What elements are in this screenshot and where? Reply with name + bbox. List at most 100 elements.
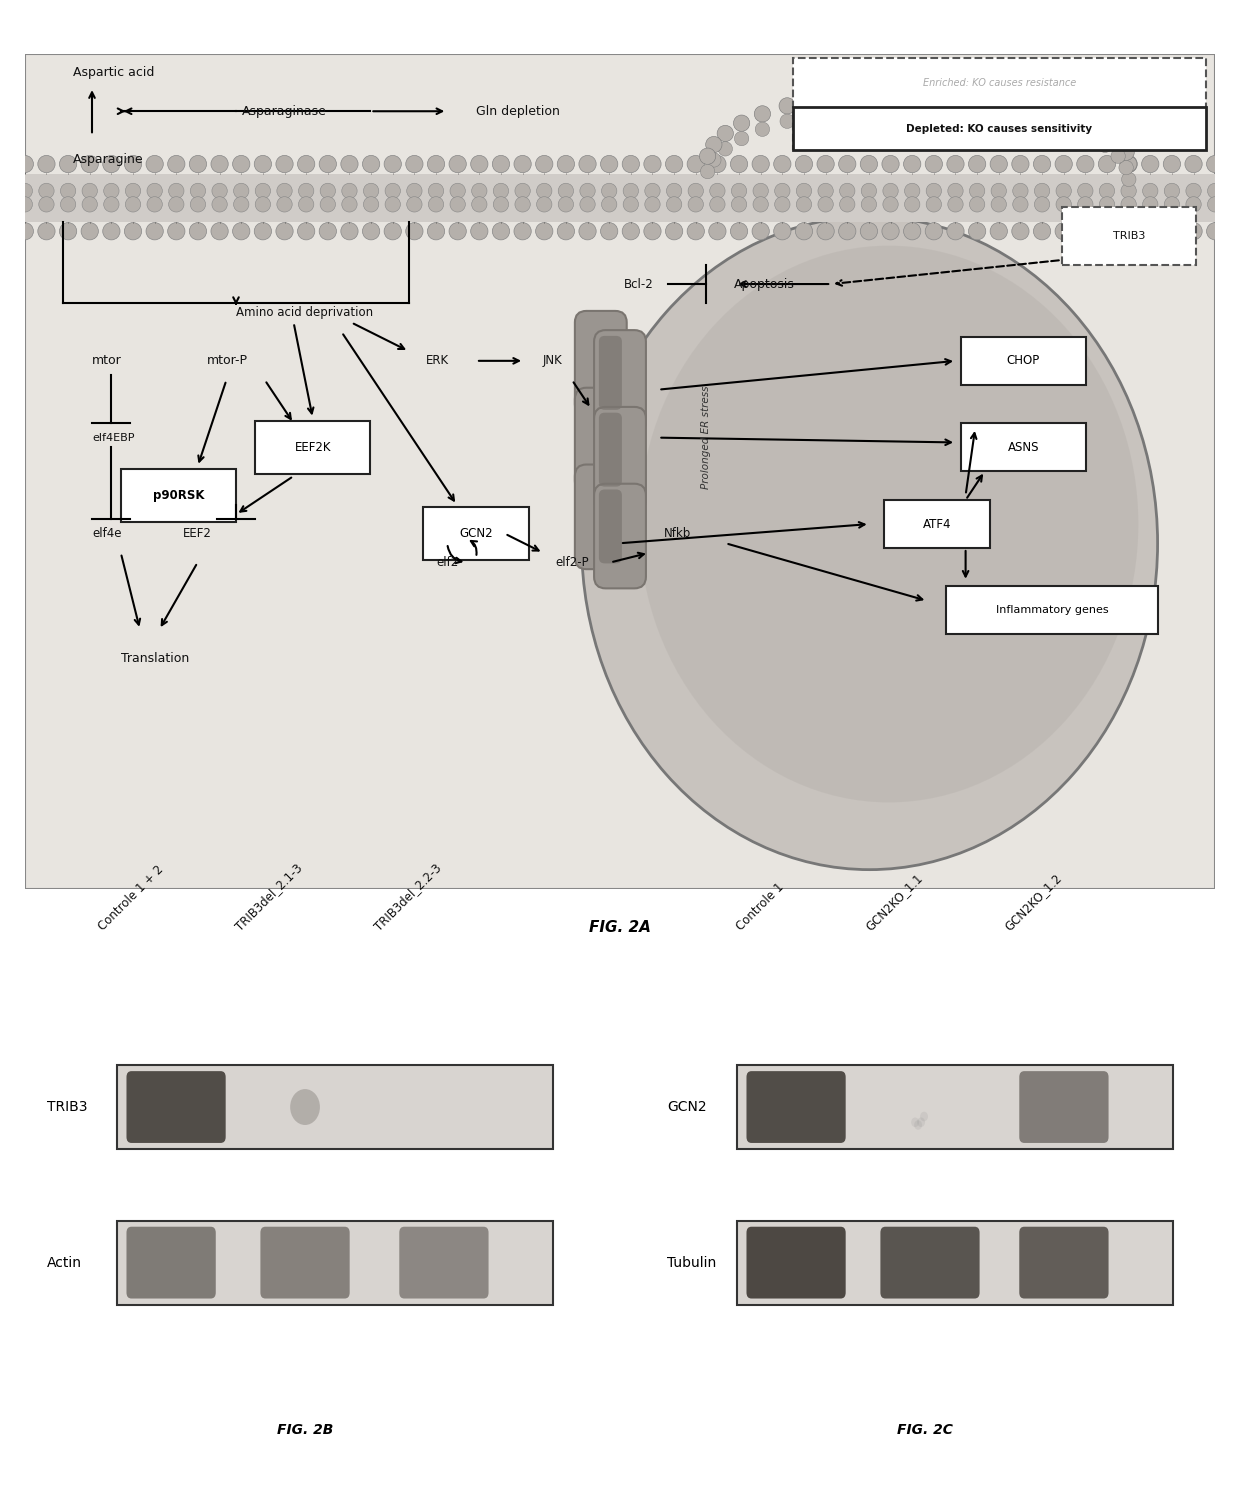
Circle shape [17,183,32,199]
Circle shape [730,223,748,239]
Text: ATF4: ATF4 [923,518,951,531]
Circle shape [991,196,1007,212]
Text: Enriched: KO causes resistance: Enriched: KO causes resistance [923,78,1076,88]
Circle shape [190,156,207,172]
Circle shape [103,223,120,239]
Circle shape [37,223,55,239]
Text: Aspartic acid: Aspartic acid [73,66,154,79]
Circle shape [838,223,856,239]
Circle shape [709,156,727,172]
Text: TRIB3del_2.2-3: TRIB3del_2.2-3 [372,862,444,934]
Text: Amino acid deprivation: Amino acid deprivation [236,307,373,319]
Circle shape [624,196,639,212]
Circle shape [494,183,508,199]
FancyBboxPatch shape [746,1227,846,1299]
Circle shape [450,183,465,199]
Circle shape [709,196,725,212]
Circle shape [17,196,32,212]
Circle shape [862,183,877,199]
Circle shape [125,183,140,199]
Bar [25,174,1215,221]
Circle shape [730,156,748,172]
Circle shape [362,223,379,239]
Circle shape [1207,156,1224,172]
Circle shape [1033,156,1050,172]
Circle shape [37,156,55,172]
Circle shape [1185,196,1202,212]
Circle shape [753,183,769,199]
Circle shape [1142,196,1158,212]
Circle shape [167,156,185,172]
Circle shape [817,223,835,239]
Text: GCN2: GCN2 [459,527,492,540]
Circle shape [254,156,272,172]
Bar [792,106,1205,150]
Circle shape [1080,129,1095,142]
Circle shape [839,183,854,199]
Circle shape [796,183,812,199]
Circle shape [818,183,833,199]
Circle shape [1100,183,1115,199]
Circle shape [1078,196,1092,212]
Bar [946,586,1158,634]
Text: elf4EBP: elf4EBP [92,432,134,443]
Circle shape [537,196,552,212]
Circle shape [342,183,357,199]
Circle shape [947,223,965,239]
Circle shape [1164,196,1179,212]
FancyBboxPatch shape [1019,1227,1109,1299]
Circle shape [38,196,55,212]
Circle shape [471,196,487,212]
Circle shape [1032,112,1047,126]
Circle shape [299,196,314,212]
Circle shape [384,156,402,172]
Circle shape [1122,172,1136,187]
FancyBboxPatch shape [746,1071,846,1143]
Circle shape [513,156,531,172]
Text: EEF2K: EEF2K [295,441,331,453]
Circle shape [1034,183,1050,199]
Bar [961,423,1085,471]
Circle shape [449,156,466,172]
Circle shape [968,223,986,239]
Circle shape [557,156,574,172]
Circle shape [701,165,714,178]
Circle shape [1185,183,1202,199]
Circle shape [405,223,423,239]
Circle shape [60,156,77,172]
Circle shape [1110,133,1126,150]
Circle shape [255,183,270,199]
Circle shape [718,142,733,156]
Circle shape [16,156,33,172]
Circle shape [990,156,1007,172]
Circle shape [298,156,315,172]
Circle shape [471,183,487,199]
Circle shape [861,223,878,239]
Circle shape [775,183,790,199]
Circle shape [537,183,552,199]
Circle shape [428,183,444,199]
Ellipse shape [582,217,1158,869]
Circle shape [146,156,164,172]
Circle shape [644,156,661,172]
Text: p90RSK: p90RSK [153,489,205,501]
Circle shape [882,223,899,239]
Circle shape [580,183,595,199]
Circle shape [363,183,378,199]
Circle shape [709,183,725,199]
Circle shape [515,183,531,199]
FancyBboxPatch shape [126,1227,216,1299]
Circle shape [838,87,854,103]
Circle shape [622,223,640,239]
Circle shape [580,196,595,212]
Text: Inflammatory genes: Inflammatory genes [996,606,1109,615]
Bar [1061,208,1197,265]
Circle shape [1012,223,1029,239]
Circle shape [190,223,207,239]
Circle shape [717,126,733,142]
Text: elf2-P: elf2-P [556,557,589,568]
Circle shape [81,156,98,172]
FancyBboxPatch shape [575,465,626,568]
Text: Apoptosis: Apoptosis [734,278,795,290]
Circle shape [275,223,293,239]
